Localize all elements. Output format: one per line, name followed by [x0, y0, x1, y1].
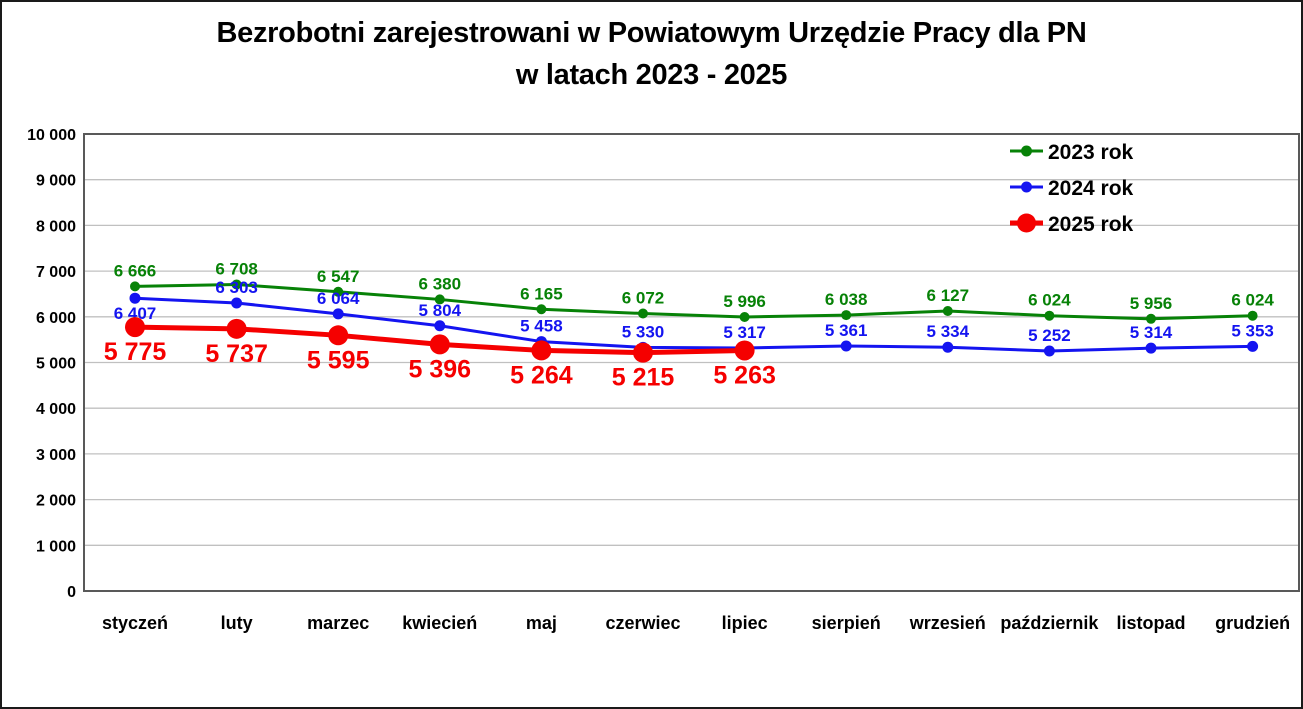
- data-label: 5 314: [1130, 323, 1173, 342]
- data-point: [231, 297, 243, 309]
- data-point: [1146, 313, 1156, 324]
- y-axis-tick-label: 2 000: [36, 493, 76, 510]
- data-label: 5 330: [622, 322, 665, 341]
- data-point: [1247, 310, 1258, 321]
- data-label: 6 303: [215, 278, 258, 297]
- series-line-2023-rok: [134, 282, 1253, 321]
- legend-label: 2024 rok: [1048, 177, 1134, 200]
- y-axis-tick-label: 9 000: [36, 173, 76, 190]
- chart-title-line2: w latach 2023 - 2025: [515, 59, 788, 91]
- data-label: 5 353: [1231, 321, 1274, 340]
- legend-item-2024-rok: 2024 rok: [1010, 177, 1134, 200]
- data-point: [333, 286, 344, 297]
- legend-marker: [1021, 145, 1032, 157]
- data-label: 5 334: [927, 322, 970, 341]
- x-axis-month-label: luty: [221, 613, 253, 633]
- legend-label: 2023 rok: [1048, 141, 1134, 164]
- x-axis-month-label: październik: [1000, 613, 1099, 633]
- x-axis-month-label: maj: [526, 613, 557, 633]
- data-point: [434, 294, 445, 305]
- data-label: 5 458: [520, 317, 563, 336]
- data-point: [739, 311, 750, 322]
- data-label: 6 666: [114, 261, 157, 280]
- legend-label: 2025 rok: [1048, 213, 1134, 236]
- y-axis-tick-label: 5 000: [36, 356, 76, 373]
- data-point: [531, 340, 552, 361]
- data-label: 6 024: [1028, 291, 1071, 310]
- chart-title-line1: Bezrobotni zarejestrowani w Powiatowym U…: [216, 17, 1087, 49]
- x-axis-month-label: grudzień: [1215, 613, 1290, 633]
- data-point: [429, 334, 450, 355]
- data-point: [840, 340, 852, 352]
- y-axis-tick-label: 3 000: [36, 447, 76, 464]
- x-axis-month-label: marzec: [307, 613, 369, 633]
- y-axis-tick-label: 6 000: [36, 310, 76, 327]
- data-point: [633, 342, 653, 363]
- data-point: [942, 305, 953, 316]
- series-line-2024-rok: [134, 296, 1253, 353]
- y-axis-tick-label: 4 000: [36, 401, 76, 418]
- data-point: [1044, 310, 1055, 321]
- y-axis-tick-label: 7 000: [36, 264, 76, 281]
- x-axis-month-label: listopad: [1116, 613, 1185, 633]
- y-axis-tick-label: 1 000: [36, 538, 76, 555]
- data-label: 5 996: [723, 292, 766, 311]
- data-label: 6 547: [317, 267, 360, 286]
- data-point: [841, 310, 852, 321]
- data-point: [734, 340, 755, 361]
- data-label: 6 024: [1231, 291, 1274, 310]
- data-label: 6 380: [419, 274, 462, 293]
- data-point: [328, 325, 349, 346]
- x-axis-month-label: wrzesień: [909, 613, 986, 633]
- data-point: [125, 317, 145, 338]
- data-point: [130, 281, 140, 292]
- data-label: 5 737: [205, 340, 268, 368]
- data-point: [536, 304, 547, 315]
- legend-marker: [1021, 181, 1032, 193]
- data-point: [1043, 345, 1055, 357]
- data-label: 5 396: [409, 355, 472, 383]
- data-label: 5 317: [723, 323, 766, 342]
- x-axis-month-label: sierpień: [812, 613, 881, 633]
- data-point: [226, 318, 247, 339]
- legend-item-2025-rok: 2025 rok: [1010, 213, 1134, 236]
- x-axis-month-label: kwiecień: [402, 613, 477, 633]
- data-label: 6 708: [215, 259, 258, 278]
- data-point: [638, 308, 648, 319]
- data-label: 5 264: [510, 361, 573, 389]
- data-point: [332, 308, 344, 320]
- data-point: [231, 279, 242, 290]
- plot-border: [83, 133, 1300, 592]
- data-label: 6 064: [317, 289, 360, 308]
- data-label: 5 775: [104, 338, 167, 366]
- data-label: 5 956: [1130, 294, 1173, 313]
- x-axis-month-label: czerwiec: [605, 613, 680, 633]
- data-label: 6 038: [825, 290, 868, 309]
- legend-item-2023-rok: 2023 rok: [1010, 141, 1134, 164]
- y-axis-tick-label: 0: [67, 584, 76, 601]
- data-label: 5 252: [1028, 326, 1071, 345]
- data-point: [434, 320, 446, 332]
- data-label: 5 361: [825, 321, 868, 340]
- data-point: [942, 341, 954, 353]
- data-label: 5 804: [419, 301, 462, 320]
- data-label: 5 215: [612, 364, 675, 392]
- data-point: [129, 292, 141, 304]
- data-label: 5 263: [713, 361, 776, 389]
- x-axis-month-label: styczeń: [102, 613, 168, 633]
- data-point: [1145, 342, 1157, 354]
- data-label: 6 407: [114, 304, 157, 323]
- data-point: [1247, 340, 1259, 352]
- y-axis-tick-label: 8 000: [36, 218, 76, 235]
- x-axis-month-label: lipiec: [722, 613, 768, 633]
- legend-marker: [1017, 213, 1036, 233]
- chart-title: Bezrobotni zarejestrowani w Powiatowym U…: [2, 12, 1301, 96]
- y-axis-tick-label: 10 000: [27, 127, 76, 144]
- data-label: 6 072: [622, 289, 665, 308]
- data-label: 6 165: [520, 284, 563, 303]
- data-label: 6 127: [927, 286, 970, 305]
- data-label: 5 595: [307, 346, 370, 374]
